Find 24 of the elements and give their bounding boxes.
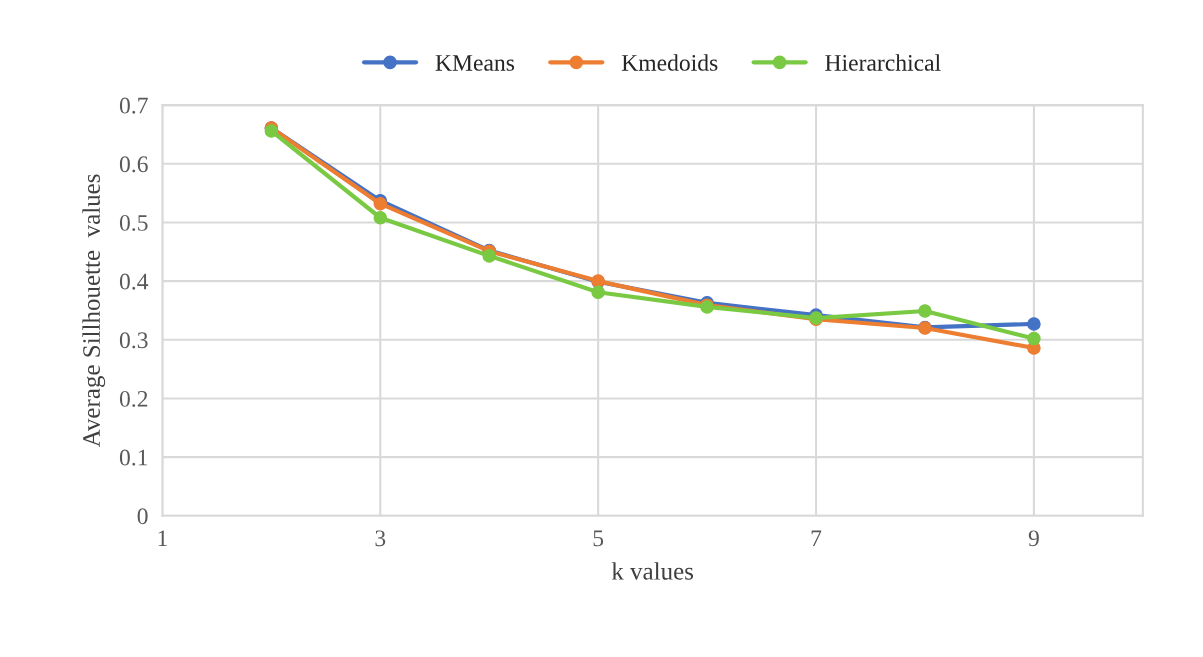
x-tick-label: 7: [811, 530, 822, 547]
x-tick-label: 1: [158, 530, 167, 547]
legend-label: KMeans: [435, 55, 515, 71]
y-tick-label: 0.2: [119, 390, 148, 407]
x-tick-label: 9: [1028, 530, 1039, 547]
point: [591, 285, 605, 300]
point: [1027, 331, 1041, 346]
y-tick-label: 0.1: [119, 449, 148, 466]
legend-label: Kmedoids: [621, 54, 718, 71]
y-tick-label: 0.3: [119, 332, 148, 349]
y-tick-label: 0: [137, 508, 148, 525]
y-tick-label: 0.5: [119, 214, 148, 231]
y-tick-label: 0.7: [119, 97, 148, 114]
x-tick-label: 3: [375, 530, 386, 547]
point: [918, 304, 932, 318]
legend-label: Hierarchical: [825, 54, 941, 71]
x-tick-label: 5: [593, 530, 604, 547]
y-tick-label: 0.6: [119, 156, 148, 173]
y-tick-label: 0.4: [119, 273, 149, 290]
point: [1027, 317, 1041, 331]
point: [373, 210, 388, 225]
x-axis-title: k values: [611, 562, 694, 580]
point: [482, 249, 496, 263]
y-axis-title: Average Sillhouette values: [82, 174, 106, 448]
